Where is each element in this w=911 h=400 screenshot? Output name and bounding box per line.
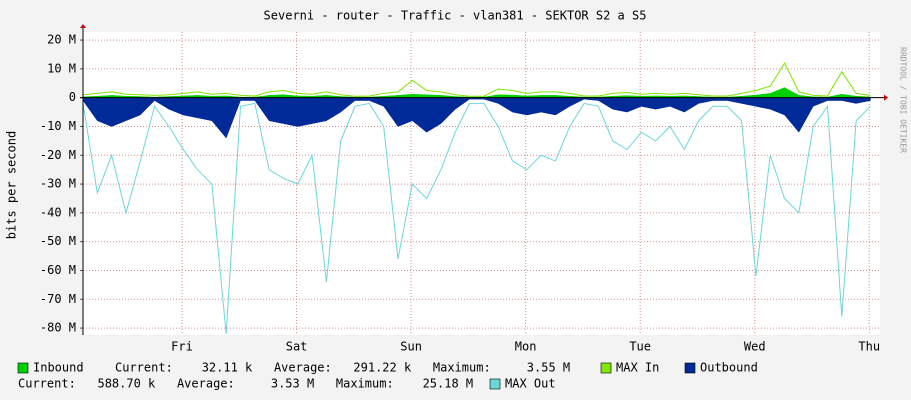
- plot-area: [83, 32, 880, 335]
- y-tick-label: -70 M: [40, 292, 76, 306]
- x-tick-label: Mon: [515, 340, 537, 354]
- y-tick-label: 0: [69, 90, 76, 104]
- watermark: RRDTOOL / TOBI OETIKER: [899, 47, 908, 153]
- legend-swatch: [489, 378, 501, 390]
- x-tick-label: Sun: [400, 340, 422, 354]
- x-tick-label: Tue: [629, 340, 651, 354]
- legend-swatch: [684, 362, 696, 374]
- x-tick-label: Sat: [286, 340, 308, 354]
- y-tick-label: -60 M: [40, 263, 76, 277]
- legend-text: Outbound: [700, 361, 758, 375]
- x-tick-label: Fri: [171, 340, 193, 354]
- y-tick-label: -40 M: [40, 205, 76, 219]
- y-tick-label: -30 M: [40, 177, 76, 191]
- x-tick-label: Thu: [858, 340, 880, 354]
- series-area: [82, 97, 871, 139]
- y-axis-label: bits per second: [5, 131, 19, 239]
- legend-text: Current: 588.70 k Average: 3.53 M Maximu…: [18, 377, 473, 391]
- series-area: [82, 87, 871, 98]
- x-axis-arrow: [884, 94, 888, 101]
- y-axis-arrow: [80, 24, 86, 28]
- axes: 20 M 10 M 0 -10 M -20 M -30 M -40 M -50 M -60 M -…: [40, 24, 888, 354]
- y-tick-label: -80 M: [40, 321, 76, 335]
- legend-text: Inbound: [33, 361, 84, 375]
- legend-text: MAX In: [616, 361, 659, 375]
- chart-title: Severni - router - Traffic - vlan381 - S…: [264, 9, 647, 23]
- y-tick-label: 20 M: [47, 33, 76, 47]
- y-tick-label: 10 M: [47, 61, 76, 75]
- y-tick-label: -20 M: [40, 148, 76, 162]
- legend-text: MAX Out: [505, 377, 556, 391]
- series-line: [82, 102, 871, 334]
- legend-swatch: [17, 362, 29, 374]
- series-line: [82, 62, 871, 97]
- x-tick-label: Wed: [744, 340, 766, 354]
- data-marks: [82, 62, 871, 334]
- y-tick-label: -10 M: [40, 119, 76, 133]
- y-tick-label: -50 M: [40, 234, 76, 248]
- legend-swatch: [600, 362, 612, 374]
- legend: Inbound Current: 32.11 k Average: 291.22 …: [17, 361, 758, 391]
- legend-text: Current: 32.11 k Average: 291.22 k Maxim…: [115, 361, 570, 375]
